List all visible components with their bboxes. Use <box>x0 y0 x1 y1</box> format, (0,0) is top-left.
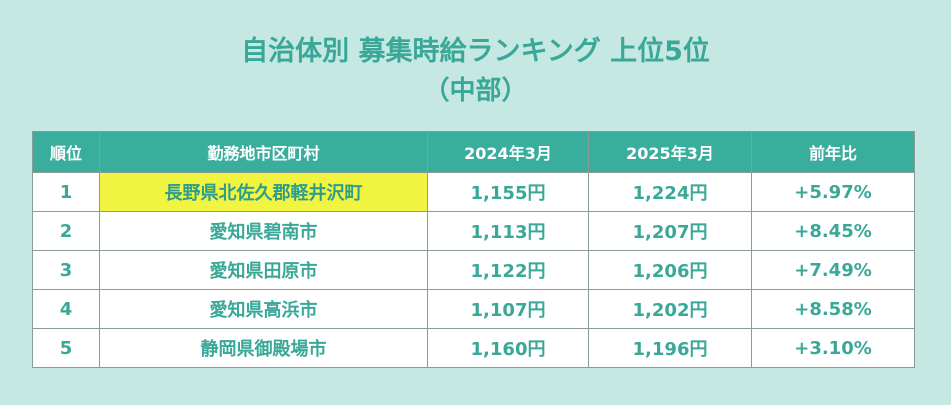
city-cell: 愛知県高浜市 <box>99 289 428 329</box>
table-body: 1 長野県北佐久郡軽井沢町 1,155円 1,224円 +5.97% 2 愛知県… <box>32 172 915 368</box>
city-cell: 静岡県御殿場市 <box>99 328 428 368</box>
table-row: 2 愛知県碧南市 1,113円 1,207円 +8.45% <box>32 211 915 251</box>
wage-2025-cell: 1,206円 <box>588 250 752 290</box>
city-cell: 愛知県田原市 <box>99 250 428 290</box>
rank-cell: 1 <box>32 172 100 212</box>
yoy-cell: +5.97% <box>751 172 915 212</box>
wage-2025-cell: 1,224円 <box>588 172 752 212</box>
city-cell-highlighted: 長野県北佐久郡軽井沢町 <box>99 172 428 212</box>
table-row: 1 長野県北佐久郡軽井沢町 1,155円 1,224円 +5.97% <box>32 172 915 212</box>
yoy-cell: +7.49% <box>751 250 915 290</box>
table-row: 3 愛知県田原市 1,122円 1,206円 +7.49% <box>32 250 915 290</box>
wage-2024-cell: 1,122円 <box>427 250 589 290</box>
page-title: 自治体別 募集時給ランキング 上位5位 <box>241 36 710 67</box>
header-rank: 順位 <box>32 131 100 173</box>
header-yoy: 前年比 <box>751 131 915 173</box>
rank-cell: 3 <box>32 250 100 290</box>
wage-2024-cell: 1,113円 <box>427 211 589 251</box>
wage-2024-cell: 1,155円 <box>427 172 589 212</box>
rank-cell: 2 <box>32 211 100 251</box>
table-row: 4 愛知県高浜市 1,107円 1,202円 +8.58% <box>32 289 915 329</box>
yoy-cell: +8.58% <box>751 289 915 329</box>
table-row: 5 静岡県御殿場市 1,160円 1,196円 +3.10% <box>32 328 915 368</box>
wage-2025-cell: 1,207円 <box>588 211 752 251</box>
rank-cell: 5 <box>32 328 100 368</box>
yoy-cell: +8.45% <box>751 211 915 251</box>
table-header: 順位 勤務地市区町村 2024年3月 2025年3月 前年比 <box>32 131 915 173</box>
header-2024: 2024年3月 <box>427 131 589 173</box>
header-row: 順位 勤務地市区町村 2024年3月 2025年3月 前年比 <box>32 131 915 173</box>
wage-2024-cell: 1,160円 <box>427 328 589 368</box>
city-name: 長野県北佐久郡軽井沢町 <box>164 183 363 204</box>
city-cell: 愛知県碧南市 <box>99 211 428 251</box>
wage-2025-cell: 1,196円 <box>588 328 752 368</box>
wage-2024-cell: 1,107円 <box>427 289 589 329</box>
page-subtitle: （中部） <box>423 76 528 106</box>
header-city: 勤務地市区町村 <box>99 131 428 173</box>
wage-2025-cell: 1,202円 <box>588 289 752 329</box>
ranking-table: 順位 勤務地市区町村 2024年3月 2025年3月 前年比 1 長野県北佐久郡… <box>32 131 915 368</box>
yoy-cell: +3.10% <box>751 328 915 368</box>
rank-cell: 4 <box>32 289 100 329</box>
header-2025: 2025年3月 <box>588 131 752 173</box>
